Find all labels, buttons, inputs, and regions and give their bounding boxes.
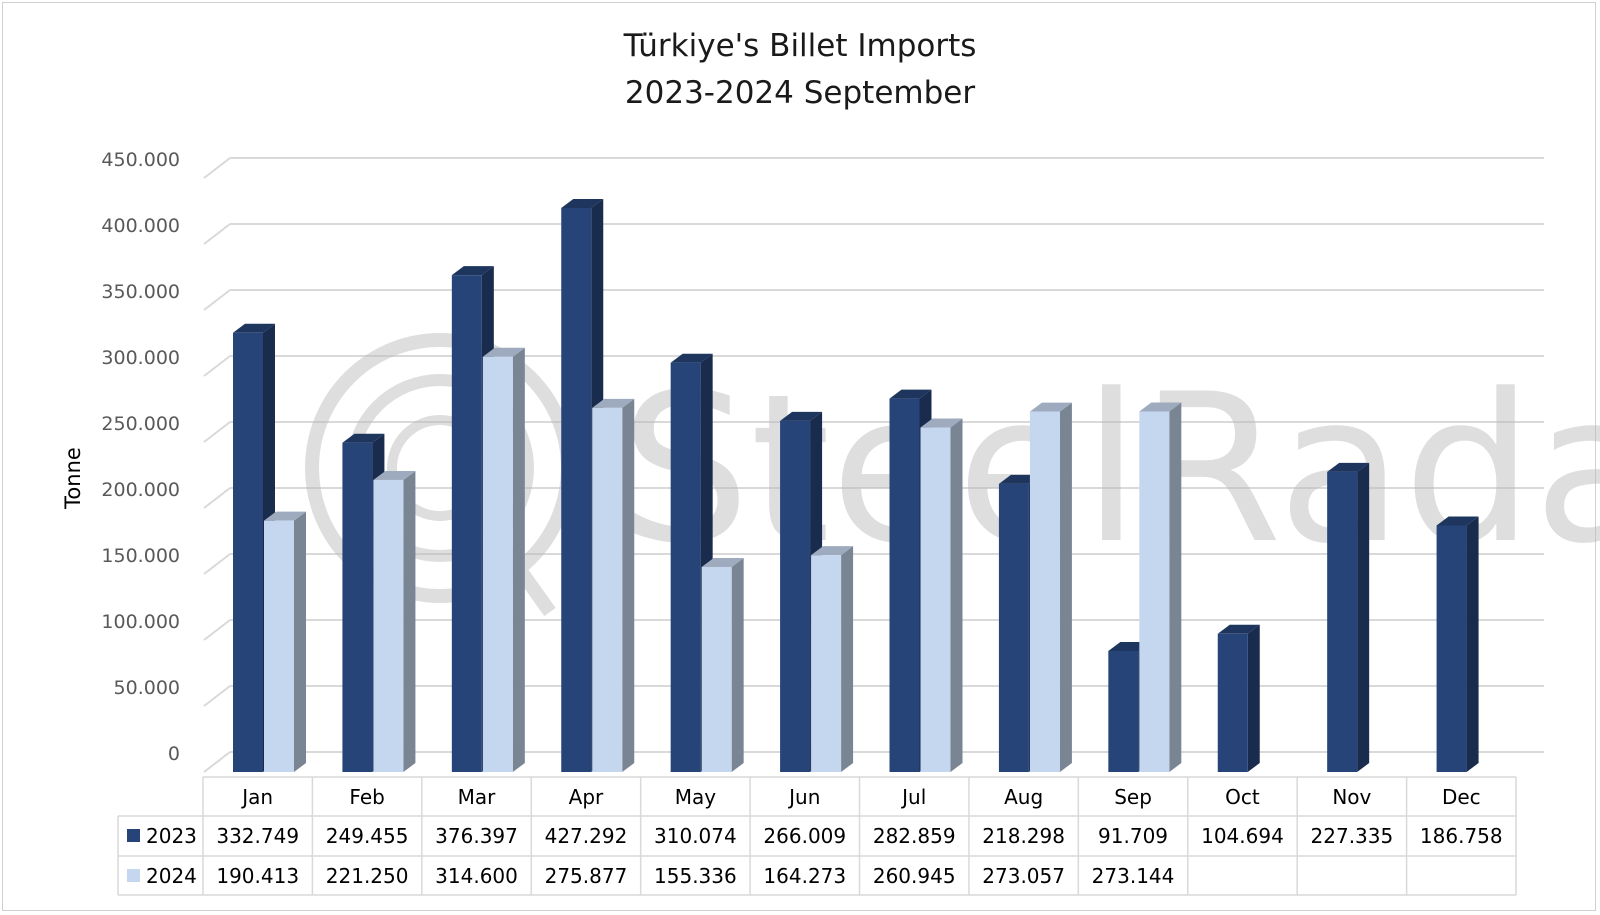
category-label: Jan	[240, 785, 273, 809]
table-cell: 310.074	[654, 824, 737, 848]
category-label: Jun	[787, 785, 820, 809]
gridline-slant-4	[203, 487, 231, 509]
category-label: Apr	[569, 785, 604, 809]
category-label: Oct	[1225, 785, 1260, 809]
table-cell: 221.250	[326, 864, 409, 888]
bar-2023-nov	[1327, 462, 1370, 772]
y-axis-label: Tonne	[61, 447, 85, 510]
table-cell: 186.758	[1420, 824, 1503, 848]
legend-label-2023: 2023	[146, 824, 197, 848]
bar-2024-mar	[482, 347, 525, 772]
bar-2023-oct	[1217, 624, 1260, 772]
y-tick-label: 300.000	[101, 347, 180, 369]
table-cell: 227.335	[1311, 824, 1394, 848]
table-cell: 314.600	[435, 864, 518, 888]
y-tick-label: 200.000	[101, 479, 180, 501]
bar-2024-feb	[373, 470, 416, 772]
y-tick-label: 350.000	[101, 281, 180, 303]
y-tick-label: 100.000	[101, 611, 180, 633]
chart-subtitle: 2023-2024 September	[625, 75, 975, 111]
table-cell: 218.298	[982, 824, 1065, 848]
table-cell: 91.709	[1098, 824, 1168, 848]
gridline-slant-1	[203, 685, 231, 707]
chart-title: Türkiye's Billet Imports	[623, 28, 977, 64]
gridline-slant-3	[203, 553, 231, 575]
table-cell: 275.877	[545, 864, 628, 888]
bar-2024-jul	[920, 418, 963, 772]
gridline-slant-6	[203, 355, 231, 377]
y-tick-label: 50.000	[114, 677, 180, 699]
legend-label-2024: 2024	[146, 864, 197, 888]
table-cell: 273.057	[982, 864, 1065, 888]
bar-2024-aug	[1029, 402, 1072, 772]
bar-2023-dec	[1436, 516, 1479, 772]
legend-key-2024	[127, 869, 140, 882]
table-cell: 282.859	[873, 824, 956, 848]
y-tick-label: 450.000	[101, 149, 180, 171]
gridline-slant-9	[203, 157, 231, 179]
category-label: May	[675, 785, 717, 809]
table-cell: 249.455	[326, 824, 409, 848]
gridline-slant-0	[203, 751, 231, 773]
table-cell: 190.413	[216, 864, 299, 888]
bar-2024-jun	[811, 546, 854, 772]
table-cell: 332.749	[216, 824, 299, 848]
table-cell: 266.009	[763, 824, 846, 848]
table-cell: 273.144	[1092, 864, 1175, 888]
gridline-slant-2	[203, 619, 231, 641]
table-cell: 155.336	[654, 864, 737, 888]
legend-key-2023	[127, 829, 140, 842]
bars	[233, 198, 1479, 773]
gridline-slant-5	[203, 421, 231, 443]
bar-2024-apr	[592, 398, 635, 772]
table-cell: 164.273	[763, 864, 846, 888]
bar-2024-may	[701, 557, 744, 772]
table-cell: 376.397	[435, 824, 518, 848]
category-label: Dec	[1442, 785, 1481, 809]
table-cell: 260.945	[873, 864, 956, 888]
gridline-slant-8	[203, 223, 231, 245]
category-label: Sep	[1114, 785, 1152, 809]
bar-2024-sep	[1139, 402, 1182, 772]
category-label: Aug	[1004, 785, 1043, 809]
category-label: Nov	[1332, 785, 1371, 809]
y-tick-label: 400.000	[101, 215, 180, 237]
gridline-slant-7	[203, 289, 231, 311]
y-tick-label: 0	[168, 743, 180, 765]
table-cell: 427.292	[545, 824, 628, 848]
data-table: Jan Feb Mar Apr May Jun Jul Aug Sep Oct Nov Dec 2023…	[117, 776, 1517, 896]
y-tick-label: 150.000	[101, 545, 180, 567]
category-label: Jul	[900, 785, 926, 809]
gridlines	[203, 157, 1544, 773]
table-cell: 104.694	[1201, 824, 1284, 848]
category-label: Feb	[349, 785, 384, 809]
bar-2024-jan	[264, 511, 306, 772]
y-tick-label: 250.000	[101, 413, 180, 435]
category-label: Mar	[458, 785, 497, 809]
y-axis-ticks: 0 50.000 100.000 150.000 200.000 250.000 300.0…	[101, 149, 180, 765]
